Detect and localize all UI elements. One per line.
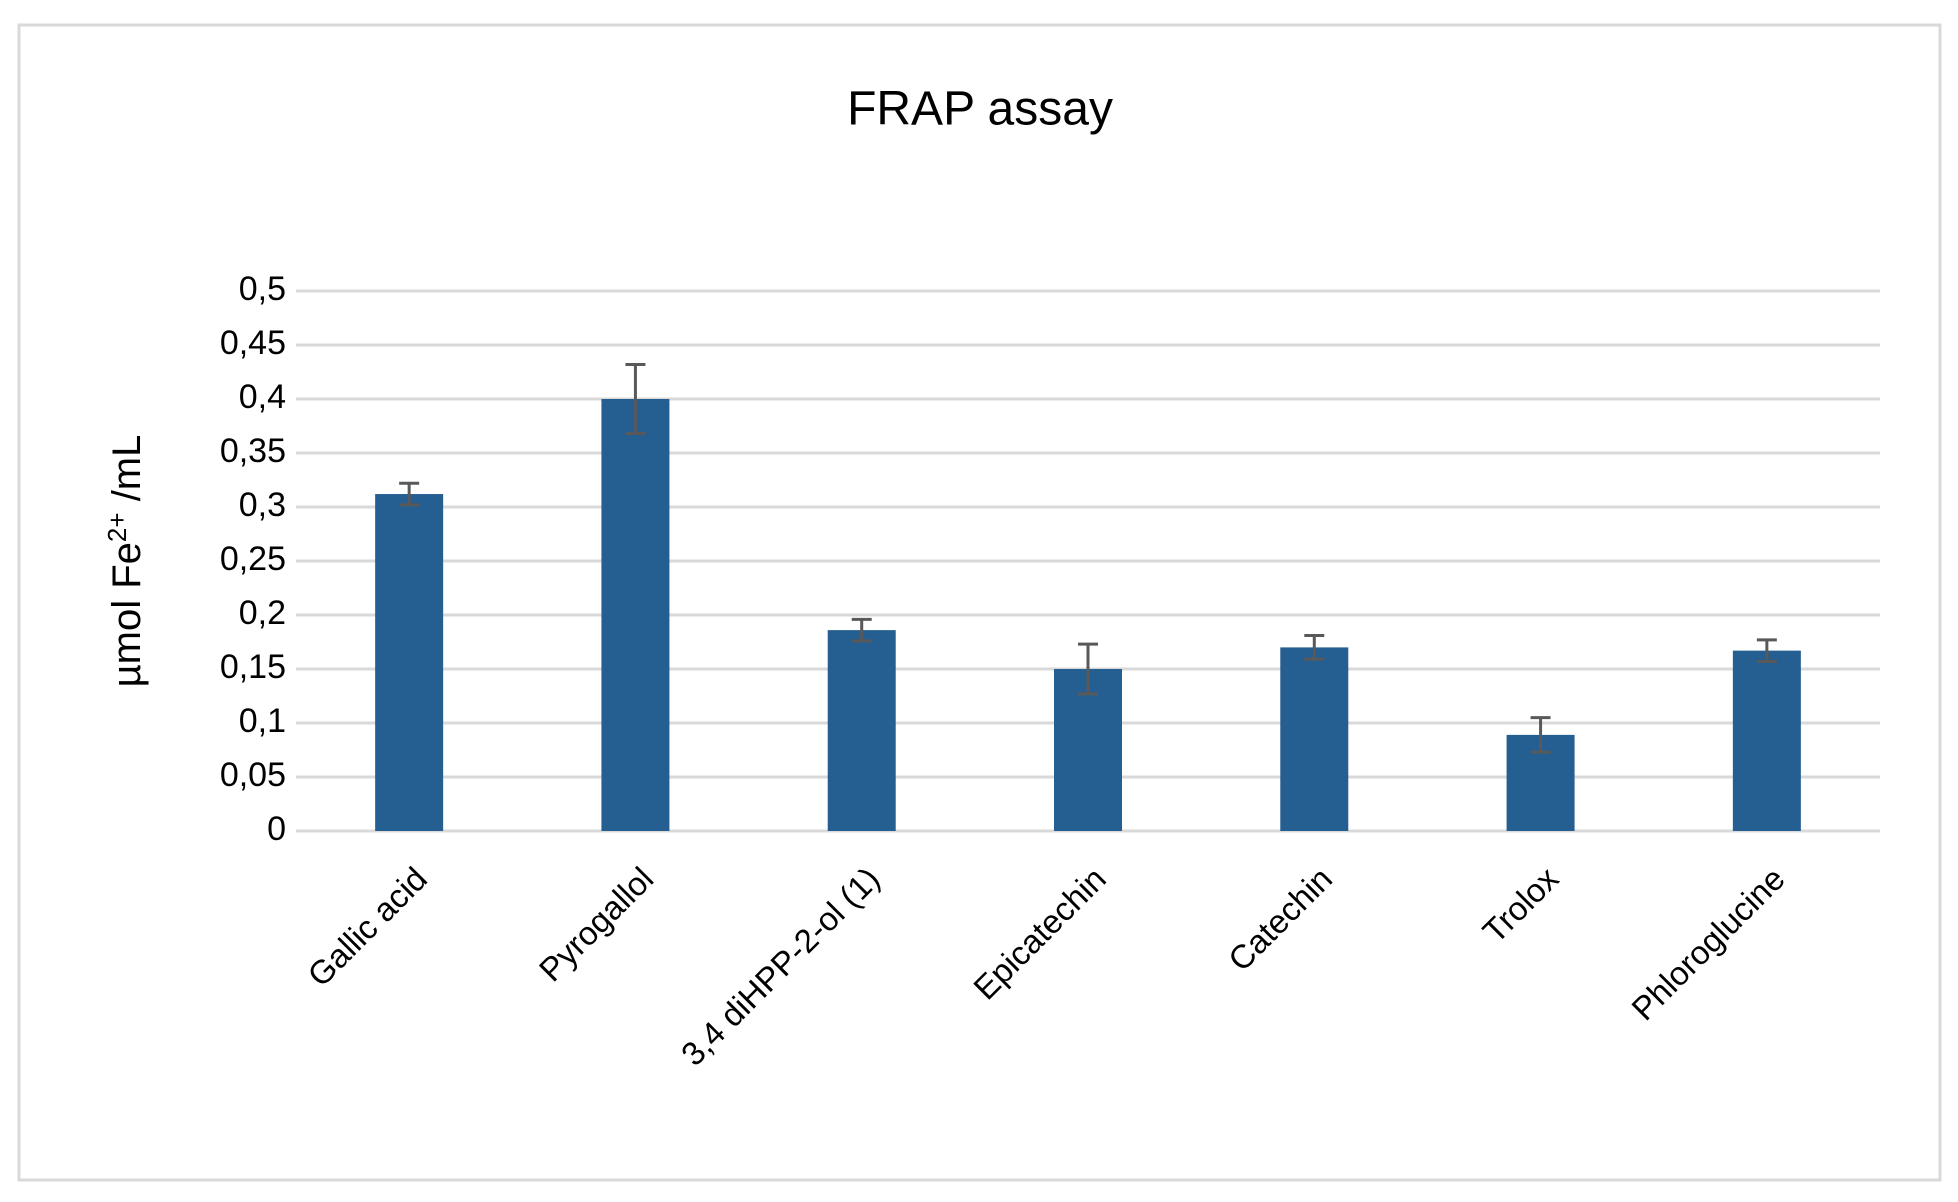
y-tick-label: 0,1	[239, 702, 286, 740]
y-tick-label: 0,4	[239, 378, 286, 416]
y-tick-label: 0,5	[239, 270, 286, 308]
y-tick-label: 0,2	[239, 594, 286, 632]
bar	[1280, 647, 1349, 831]
error-bar	[625, 362, 646, 436]
y-tick-label: 0,05	[220, 756, 286, 794]
y-axis-label: µmol Fe2+ /mL	[102, 435, 149, 688]
bar	[601, 399, 670, 831]
bar	[1054, 669, 1122, 831]
y-tick-label: 0,45	[220, 324, 286, 362]
chart-title: FRAP assay	[847, 83, 1113, 136]
y-label-sup: 2+	[102, 512, 132, 542]
y-label-main: µmol Fe	[105, 542, 149, 687]
error-bar	[1304, 634, 1325, 661]
chart-border	[17, 23, 1942, 1182]
error-bar	[1756, 638, 1777, 663]
bar	[375, 494, 444, 831]
y-tick-label: 0	[267, 810, 286, 848]
y-tick-label: 0,15	[220, 648, 286, 686]
bar	[827, 630, 896, 831]
y-tick-label: 0,25	[220, 540, 286, 578]
bar	[1732, 650, 1801, 831]
y-label-end: /mL	[105, 435, 149, 513]
y-tick-label: 0,3	[239, 486, 286, 524]
error-bar	[1530, 716, 1551, 754]
y-tick-label: 0,35	[220, 432, 286, 470]
error-bar	[851, 617, 872, 643]
error-bar	[399, 481, 420, 507]
error-bar	[1078, 642, 1098, 696]
